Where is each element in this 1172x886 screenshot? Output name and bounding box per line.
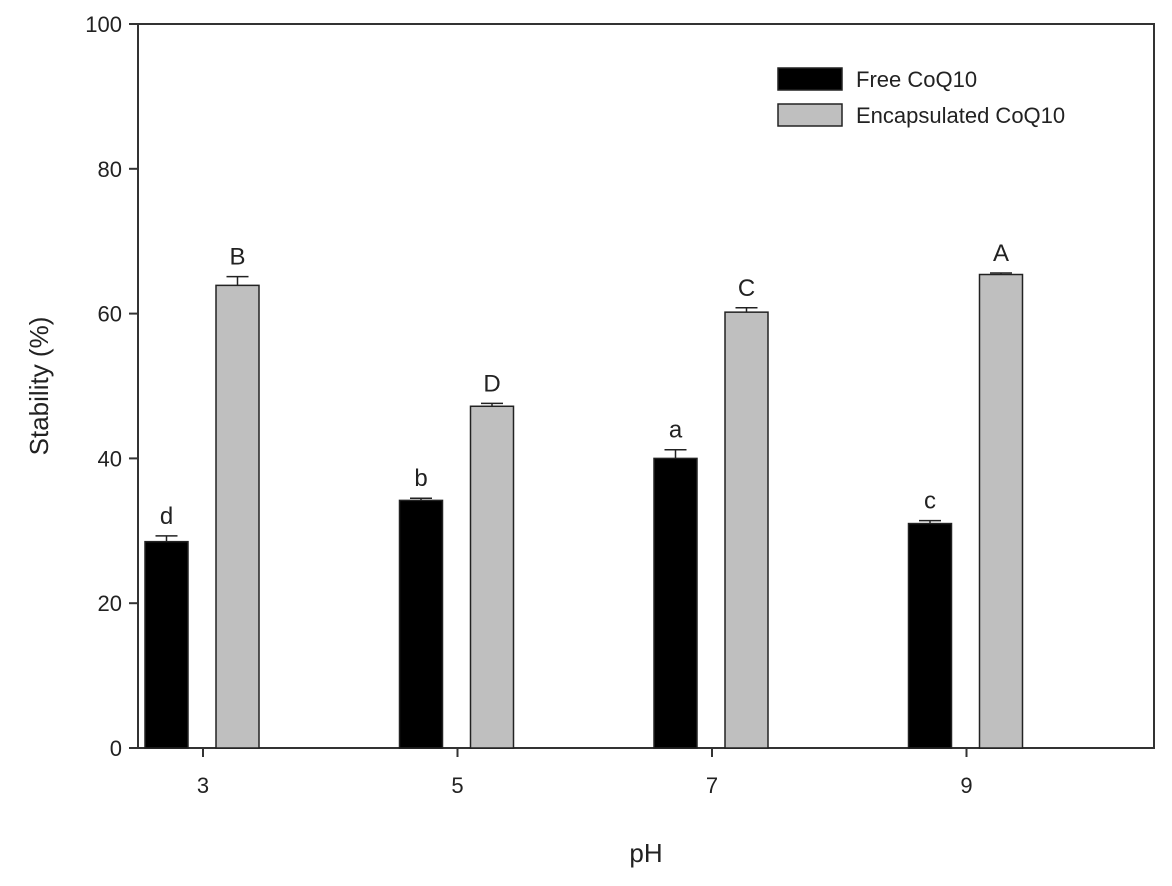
y-tick-label: 20: [98, 591, 122, 616]
legend-label: Encapsulated CoQ10: [856, 103, 1065, 128]
significance-letter: d: [160, 503, 173, 530]
x-tick-label: 9: [960, 773, 972, 798]
significance-letter: C: [738, 275, 755, 302]
legend-swatch: [777, 67, 843, 91]
bar-encapsulated-ph5: [469, 405, 515, 749]
plot-frame: [137, 23, 1155, 749]
significance-letter: D: [483, 370, 500, 397]
legend: Free CoQ10 Encapsulated CoQ10: [777, 67, 1065, 128]
significance-letter: A: [993, 240, 1009, 267]
axes: 0 20 40 60 80 100 3 5 7 9: [85, 12, 1155, 798]
bar-encapsulated-ph9: [978, 273, 1024, 749]
bar-free-ph7: [653, 457, 698, 749]
bar-encapsulated-ph7: [724, 311, 769, 749]
y-tick-label: 40: [98, 446, 122, 471]
labels: d Bb Da Cc A: [160, 240, 1009, 530]
y-tick-label: 60: [98, 302, 122, 327]
y-tick-label: 80: [98, 157, 122, 182]
bar-free-ph3: [144, 540, 189, 749]
legend-label: Free CoQ10: [856, 67, 977, 92]
x-axis-title: pH: [629, 838, 662, 868]
y-tick-label: 100: [85, 12, 122, 37]
legend-swatch: [777, 103, 843, 127]
y-axis-title: Stability (%): [24, 317, 54, 456]
bar-free-ph5: [398, 499, 444, 749]
bar-encapsulated-ph3: [215, 284, 260, 749]
x-tick-label: 3: [197, 773, 209, 798]
x-tick-label: 7: [706, 773, 718, 798]
bar-free-ph9: [907, 522, 953, 749]
significance-letter: b: [414, 465, 427, 492]
significance-letter: c: [924, 488, 936, 515]
significance-letter: a: [669, 417, 683, 444]
significance-letter: B: [229, 244, 245, 271]
y-tick-label: 0: [110, 736, 122, 761]
x-tick-label: 5: [451, 773, 463, 798]
bars: [144, 272, 1024, 749]
